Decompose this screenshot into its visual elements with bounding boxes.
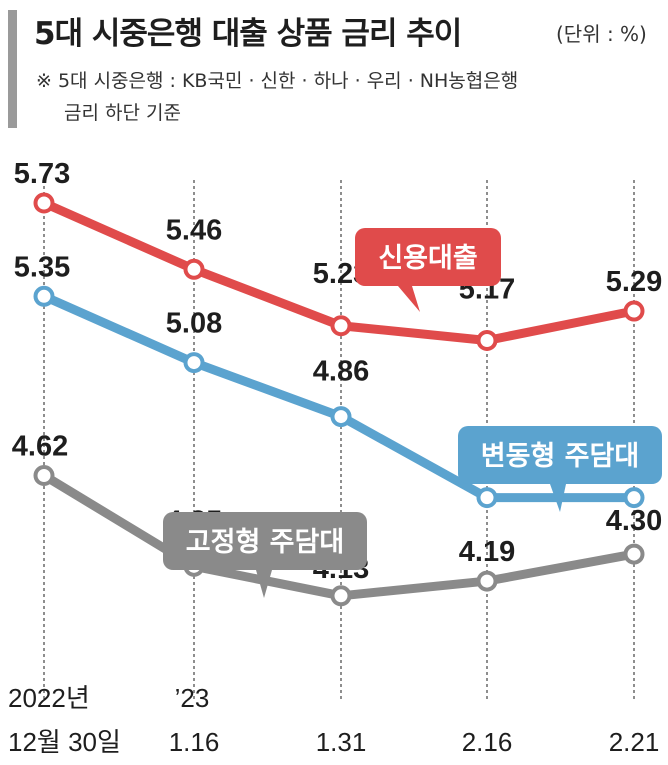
value-label-0-0: 5.73	[14, 158, 70, 190]
legend-bubble-tail-1	[550, 484, 566, 512]
note-banks: ※ 5대 시중은행 : KB국민 · 신한 · 하나 · 우리 · NH농협은행	[36, 70, 519, 92]
x-label-3: 2.16	[462, 727, 513, 757]
x-label-0: 12월 30일	[8, 727, 121, 757]
data-point-0-2	[330, 315, 352, 337]
legend-label-0: 신용대출	[378, 243, 477, 274]
value-label-1-0: 5.35	[14, 251, 70, 283]
data-point-1-0	[33, 285, 55, 307]
value-label-0-1: 5.46	[166, 214, 222, 246]
chart-title: 5대 시중은행 대출 상품 금리 추이	[34, 16, 462, 52]
data-point-2-4	[623, 543, 645, 565]
note-basis: 금리 하단 기준	[64, 102, 181, 124]
unit-label: (단위 : %)	[556, 22, 647, 46]
legend-label-2: 고정형 주담대	[186, 527, 344, 558]
x-label-top-1: ’23	[175, 683, 210, 713]
legend-bubble-tail-2	[256, 570, 272, 598]
data-point-0-1	[183, 258, 205, 280]
data-point-1-3	[476, 487, 498, 509]
data-point-2-2	[330, 585, 352, 607]
legend-bubble-tail-0	[398, 286, 420, 312]
title-accent-bar	[8, 10, 17, 128]
data-point-1-1	[183, 352, 205, 374]
value-label-2-4: 4.30	[606, 505, 662, 537]
legend-bubble-2	[163, 512, 367, 570]
data-point-0-0	[33, 192, 55, 214]
data-point-0-3	[476, 329, 498, 351]
data-point-2-0	[33, 465, 55, 487]
data-point-1-4	[623, 487, 645, 509]
x-label-top-0: 2022년	[8, 683, 90, 713]
x-label-2: 1.31	[316, 727, 367, 757]
value-label-2-0: 4.62	[12, 431, 68, 463]
legend-bubble-1	[458, 426, 662, 484]
value-label-1-2: 4.86	[313, 356, 369, 388]
legend-label-1: 변동형 주담대	[481, 441, 639, 472]
data-point-1-2	[330, 406, 352, 428]
data-point-2-3	[476, 570, 498, 592]
value-label-0-4: 5.29	[606, 266, 662, 298]
x-label-4: 2.21	[609, 727, 660, 757]
value-label-2-3: 4.19	[459, 536, 515, 568]
legend-bubble-0	[355, 228, 501, 286]
data-point-0-4	[623, 300, 645, 322]
value-label-1-1: 5.08	[166, 308, 222, 340]
x-label-1: 1.16	[169, 727, 220, 757]
